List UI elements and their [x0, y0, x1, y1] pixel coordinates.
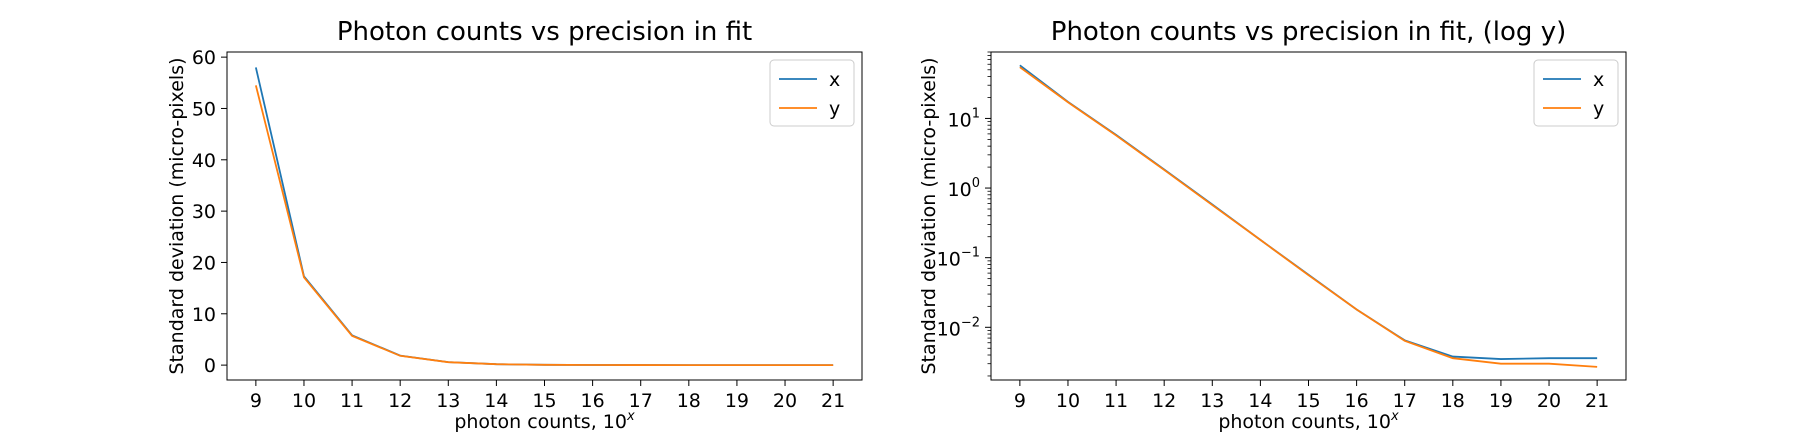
plot-area-frame: [990, 51, 1627, 381]
x-tick-label: 12: [1152, 390, 1176, 412]
y-tick-label: 20: [192, 252, 216, 274]
series-line-y: [254, 85, 834, 367]
y-tick-label: 101: [948, 106, 980, 131]
x-tick-label: 9: [250, 390, 262, 412]
y-tick-label: 10−1: [937, 246, 980, 271]
x-tick-label: 13: [436, 390, 460, 412]
chart-title: Photon counts vs precision in fit: [337, 17, 752, 47]
x-tick-label: 11: [1104, 390, 1128, 412]
x-tick-label: 19: [725, 390, 749, 412]
x-tick-label: 17: [1393, 390, 1417, 412]
legend-label-x: x: [829, 69, 840, 91]
x-tick-label: 13: [1200, 390, 1224, 412]
x-tick-label: 12: [388, 390, 412, 412]
x-tick-label: 16: [581, 390, 605, 412]
x-tick-label: 10: [292, 390, 316, 412]
chart-2: Photon counts vs precision in fit, (log …: [918, 17, 1627, 432]
series-line-y: [1019, 66, 1598, 368]
legend: xy: [1533, 59, 1619, 127]
x-axis-label: photon counts, 10x: [454, 409, 635, 432]
x-tick-label: 11: [340, 390, 364, 412]
x-tick-label: 15: [532, 390, 556, 412]
y-tick-label: 30: [192, 201, 216, 223]
y-axis-ticks: 10−2 10−1 100 101: [937, 106, 991, 340]
y-axis-ticks: 0 10 20 30 40 50 60: [192, 47, 227, 377]
x-axis-label: photon counts, 10x: [1218, 409, 1399, 432]
x-tick-label: 18: [1441, 390, 1465, 412]
x-tick-label: 21: [821, 390, 845, 412]
x-tick-label: 20: [773, 390, 797, 412]
y-tick-label: 60: [192, 47, 216, 69]
x-tick-label: 19: [1489, 390, 1513, 412]
y-tick-label: 0: [204, 355, 216, 377]
y-tick-label: 40: [192, 150, 216, 172]
legend-label-y: y: [829, 98, 840, 120]
series-line-x: [1019, 64, 1598, 360]
x-tick-label: 17: [629, 390, 653, 412]
x-tick-label: 16: [1345, 390, 1369, 412]
y-tick-label: 100: [948, 176, 980, 201]
legend-box: [769, 59, 855, 127]
y-tick-label: 10: [192, 304, 216, 326]
legend: xy: [769, 59, 855, 127]
x-tick-label: 14: [484, 390, 508, 412]
x-tick-label: 18: [677, 390, 701, 412]
x-axis-ticks: 9 10 11 12 13 14 15 16 17 18 19 20 21: [1014, 380, 1609, 412]
y-axis-label: Standard deviation (micro-pixels): [918, 58, 940, 375]
x-tick-label: 21: [1585, 390, 1609, 412]
y-tick-label: 50: [192, 98, 216, 120]
legend-box: [1533, 59, 1619, 127]
legend-label-y: y: [1593, 98, 1604, 120]
y-minor-ticks: [987, 51, 991, 377]
series-line-x: [254, 67, 834, 367]
chart-title: Photon counts vs precision in fit, (log …: [1051, 17, 1566, 47]
chart-1: Photon counts vs precision in fit 9 10 11 12…: [166, 17, 863, 432]
y-axis-label: Standard deviation (micro-pixels): [166, 58, 188, 375]
x-axis-ticks: 9 10 11 12 13 14 15 16 17 18 19 20 21: [250, 380, 845, 412]
x-tick-label: 10: [1056, 390, 1080, 412]
legend-label-x: x: [1593, 69, 1604, 91]
y-tick-label: 10−2: [937, 315, 980, 340]
x-tick-label: 14: [1248, 390, 1272, 412]
x-tick-label: 9: [1014, 390, 1026, 412]
x-tick-label: 20: [1537, 390, 1561, 412]
x-tick-label: 15: [1296, 390, 1320, 412]
plot-area-frame: [226, 51, 863, 381]
